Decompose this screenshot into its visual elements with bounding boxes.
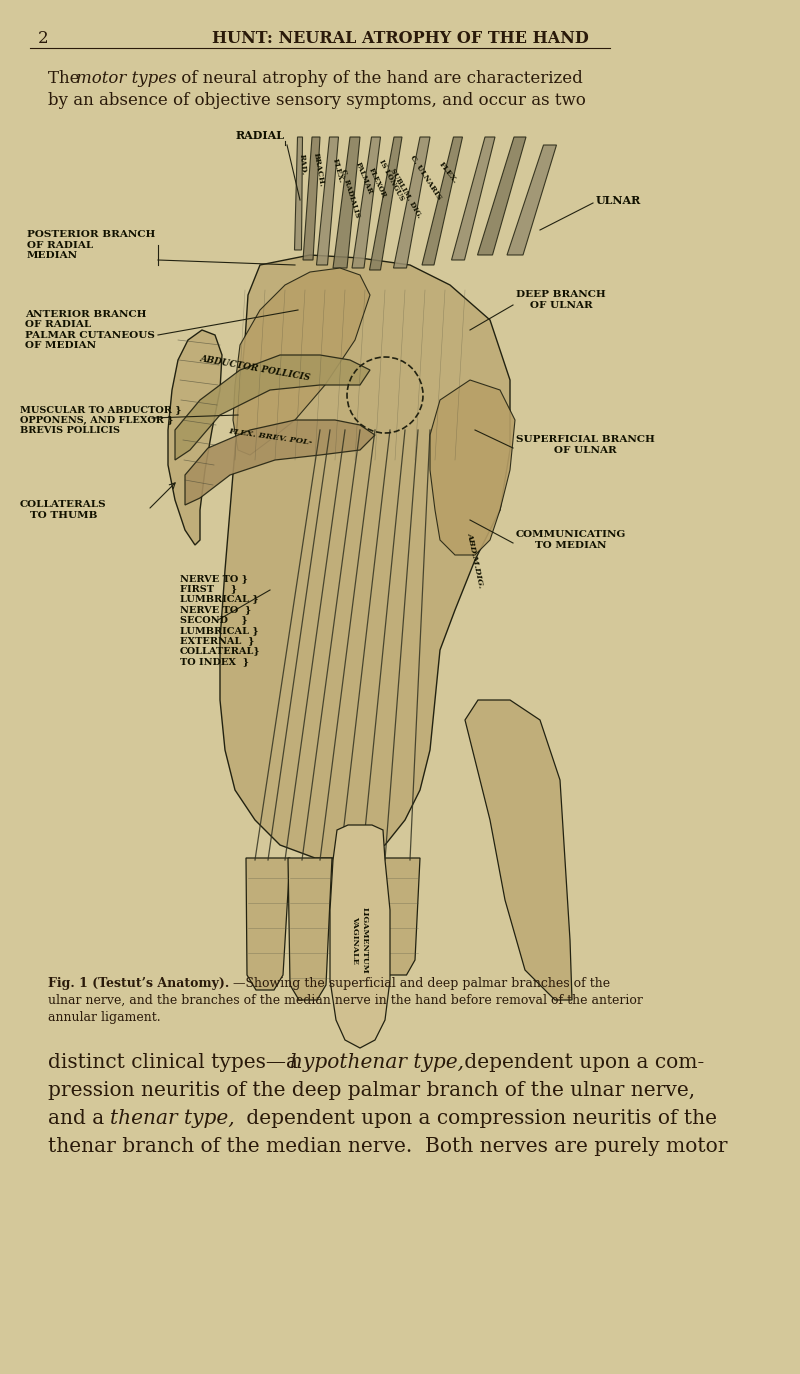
- Polygon shape: [288, 857, 332, 1000]
- Text: FLEX.: FLEX.: [330, 158, 345, 184]
- Text: dependent upon a compression neuritis of the: dependent upon a compression neuritis of…: [240, 1109, 717, 1128]
- Polygon shape: [507, 146, 557, 256]
- Text: NERVE TO }
FIRST     }
LUMBRICAL }
NERVE TO  }
SECOND    }
LUMBRICAL }
EXTERNAL : NERVE TO } FIRST } LUMBRICAL } NERVE TO …: [180, 574, 261, 666]
- Polygon shape: [422, 137, 462, 265]
- Polygon shape: [175, 354, 370, 460]
- Text: BRACH.: BRACH.: [312, 151, 326, 187]
- Text: of neural atrophy of the hand are characterized: of neural atrophy of the hand are charac…: [176, 70, 582, 87]
- Text: MUSCULAR TO ABDUCTOR }
OPPONENS, AND FLEXOR }
BREVIS POLLICIS: MUSCULAR TO ABDUCTOR } OPPONENS, AND FLE…: [20, 405, 182, 436]
- Polygon shape: [246, 857, 290, 991]
- Text: —Showing the superficial and deep palmar branches of the: —Showing the superficial and deep palmar…: [233, 977, 610, 991]
- Polygon shape: [478, 137, 526, 256]
- Text: POSTERIOR BRANCH
OF RADIAL
MEDIAN: POSTERIOR BRANCH OF RADIAL MEDIAN: [26, 229, 155, 260]
- Text: HUNT: NEURAL ATROPHY OF THE HAND: HUNT: NEURAL ATROPHY OF THE HAND: [212, 30, 588, 47]
- Polygon shape: [330, 824, 390, 1048]
- Text: annular ligament.: annular ligament.: [48, 1011, 161, 1024]
- Text: 2: 2: [38, 30, 49, 47]
- Text: FLEX.: FLEX.: [438, 161, 459, 185]
- Text: motor types: motor types: [76, 70, 177, 87]
- Polygon shape: [352, 137, 381, 268]
- Polygon shape: [370, 137, 402, 271]
- Text: SUPERFICIAL BRANCH
OF ULNAR: SUPERFICIAL BRANCH OF ULNAR: [516, 436, 655, 455]
- Polygon shape: [451, 137, 495, 260]
- Text: and a: and a: [48, 1109, 110, 1128]
- Text: RAD.: RAD.: [298, 154, 308, 176]
- Text: COMMUNICATING
TO MEDIAN: COMMUNICATING TO MEDIAN: [516, 530, 626, 550]
- Text: DEEP BRANCH
OF ULNAR: DEEP BRANCH OF ULNAR: [516, 290, 606, 309]
- Text: IS LONGUS: IS LONGUS: [378, 158, 406, 202]
- Polygon shape: [333, 137, 360, 268]
- Text: C. RADIALIS: C. RADIALIS: [338, 169, 361, 218]
- Text: COLLATERALS
TO THUMB: COLLATERALS TO THUMB: [20, 500, 106, 519]
- Polygon shape: [465, 699, 572, 1000]
- Text: RADIAL: RADIAL: [236, 131, 285, 142]
- Polygon shape: [303, 137, 320, 260]
- Polygon shape: [220, 256, 510, 857]
- Polygon shape: [317, 137, 338, 265]
- Text: by an absence of objective sensory symptoms, and occur as two: by an absence of objective sensory sympt…: [48, 92, 586, 109]
- Text: FLEX. BREV. POL-: FLEX. BREV. POL-: [227, 427, 313, 447]
- Text: thenar branch of the median nerve.  Both nerves are purely motor: thenar branch of the median nerve. Both …: [48, 1138, 727, 1156]
- Text: The: The: [48, 70, 85, 87]
- Polygon shape: [380, 857, 420, 976]
- Text: ABDUCTOR POLLICIS: ABDUCTOR POLLICIS: [199, 354, 311, 382]
- Text: ulnar nerve, and the branches of the median nerve in the hand before removal of : ulnar nerve, and the branches of the med…: [48, 993, 643, 1007]
- Text: thenar type,: thenar type,: [110, 1109, 234, 1128]
- Text: SUBLIM. DIG.: SUBLIM. DIG.: [388, 166, 423, 220]
- Text: FLEXOR: FLEXOR: [367, 166, 388, 199]
- Text: pression neuritis of the deep palmar branch of the ulnar nerve,: pression neuritis of the deep palmar bra…: [48, 1081, 695, 1101]
- Text: PALMAR: PALMAR: [354, 161, 374, 196]
- Polygon shape: [233, 268, 370, 455]
- Text: Fig. 1 (Testut’s Anatomy).: Fig. 1 (Testut’s Anatomy).: [48, 977, 230, 991]
- Text: dependent upon a com-: dependent upon a com-: [458, 1052, 704, 1072]
- Text: hypothenar type,: hypothenar type,: [290, 1052, 464, 1072]
- Text: ULNAR: ULNAR: [596, 195, 642, 206]
- Polygon shape: [185, 420, 375, 506]
- Text: ABD.M.DIG.: ABD.M.DIG.: [466, 532, 485, 588]
- Text: LIGAMENTUM
VAGINALE: LIGAMENTUM VAGINALE: [351, 907, 369, 973]
- Text: ANTERIOR BRANCH
OF RADIAL
PALMAR CUTANEOUS
OF MEDIAN: ANTERIOR BRANCH OF RADIAL PALMAR CUTANEO…: [25, 311, 155, 350]
- Polygon shape: [333, 857, 377, 995]
- Text: distinct clinical types—a: distinct clinical types—a: [48, 1052, 304, 1072]
- Polygon shape: [294, 137, 302, 250]
- Polygon shape: [168, 330, 222, 545]
- Text: C. ULNARIS: C. ULNARIS: [408, 154, 442, 202]
- Polygon shape: [394, 137, 430, 268]
- Polygon shape: [430, 381, 515, 555]
